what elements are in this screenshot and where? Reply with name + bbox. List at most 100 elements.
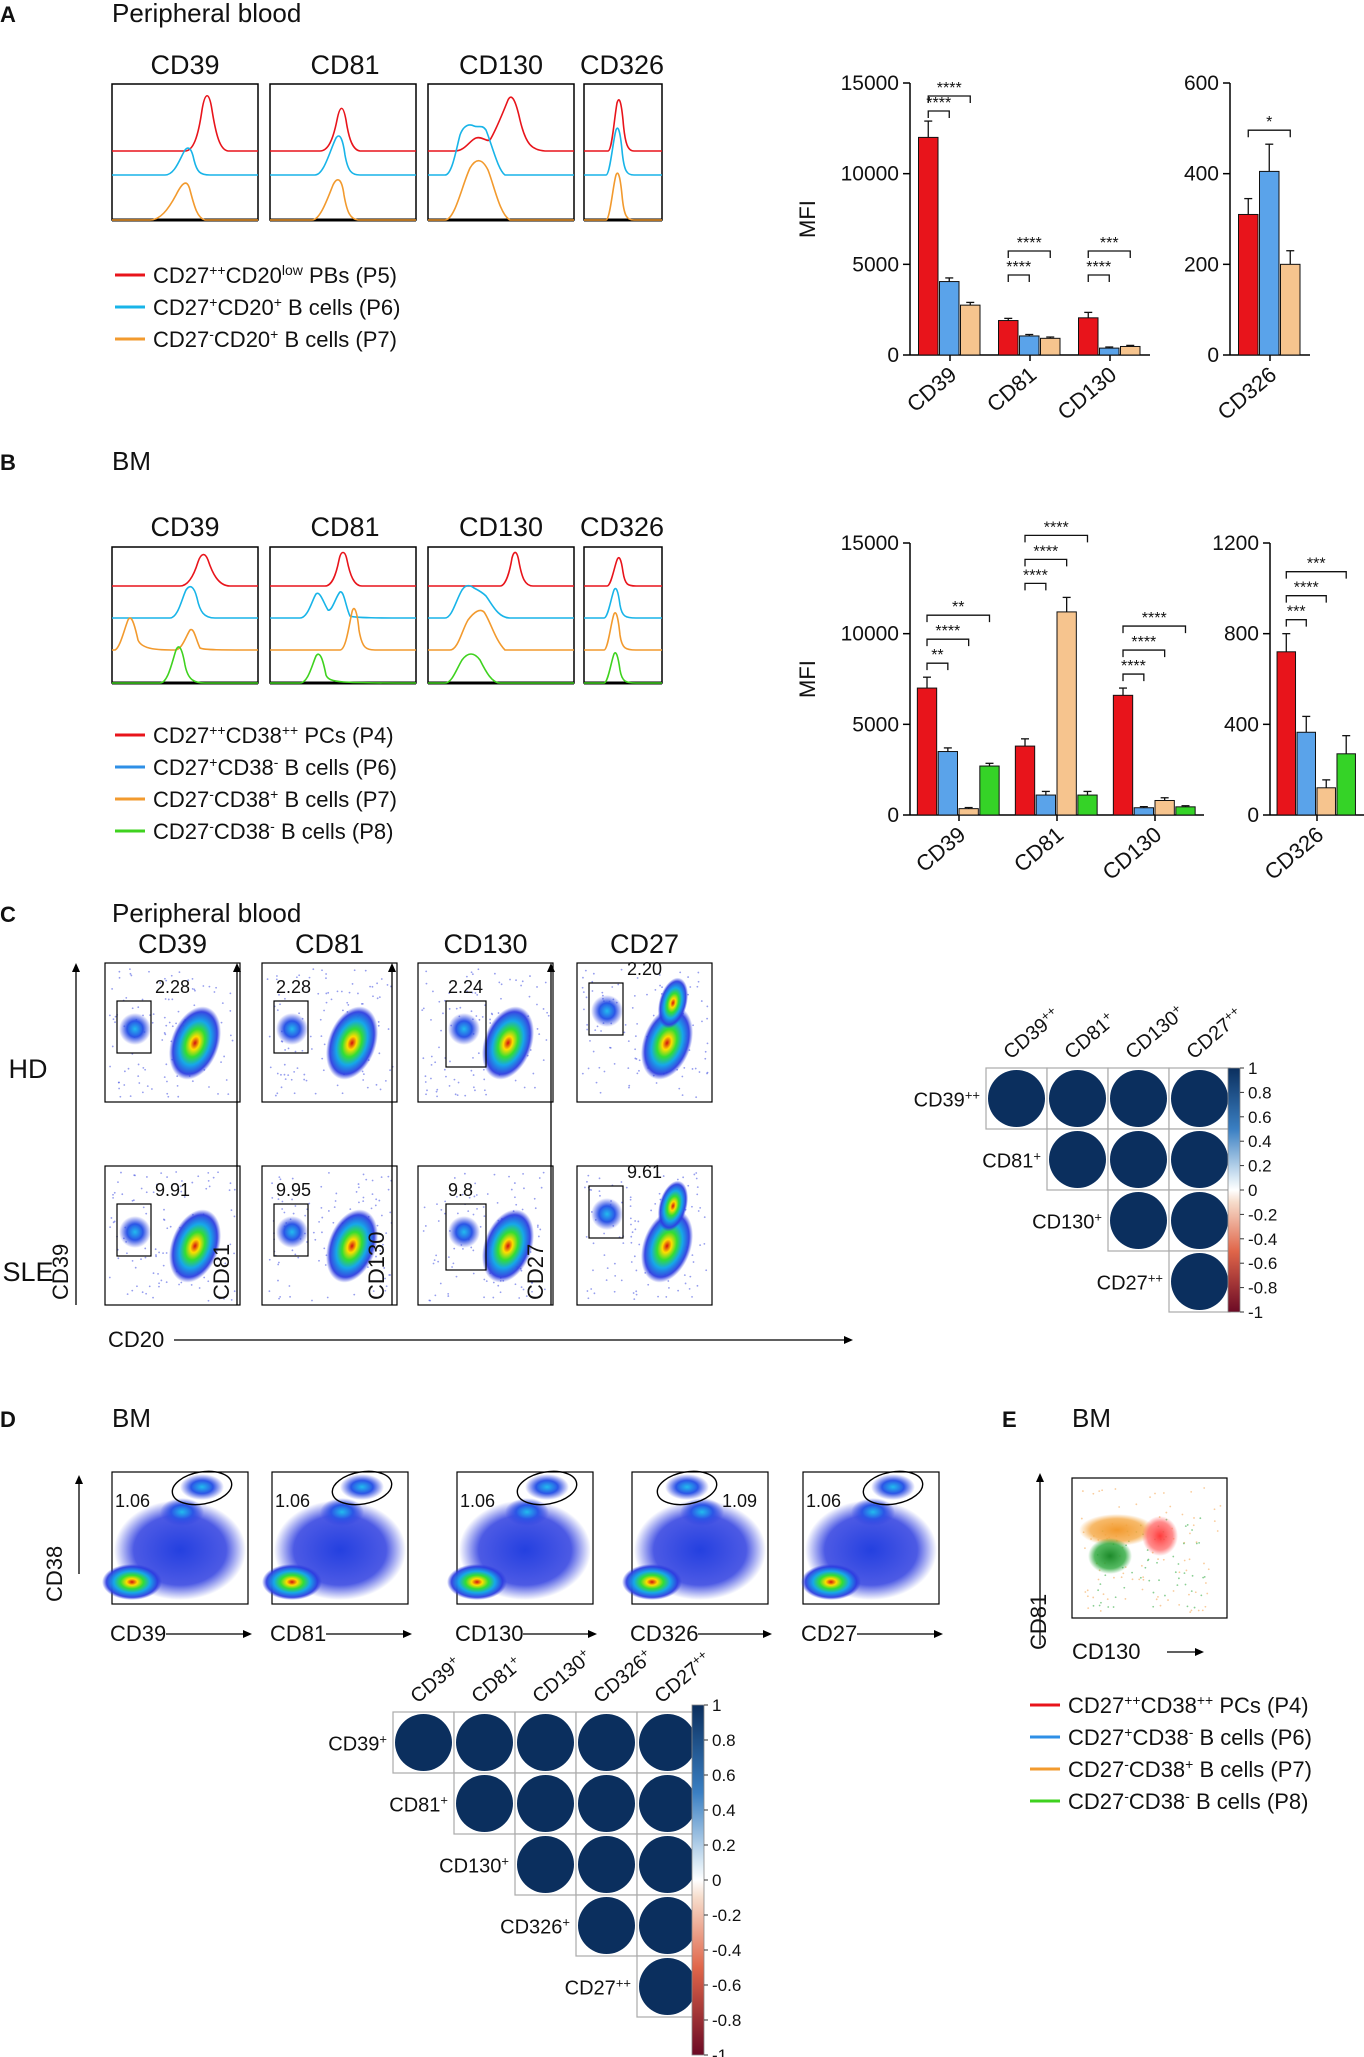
histogram-curve-p6: [112, 585, 258, 619]
row-label: CD39+: [328, 1731, 387, 1756]
histogram-curve-p6: [584, 127, 662, 176]
scatter-point: [523, 1086, 526, 1089]
scatter-point: [208, 1086, 210, 1088]
scatter-point: [384, 1079, 387, 1082]
axis-arrow-head: [233, 963, 241, 972]
scatter-point: [658, 1192, 661, 1195]
scatter-point: [592, 972, 595, 975]
scatter-point: [631, 1007, 634, 1009]
scatter-point: [1099, 1583, 1102, 1586]
histogram-title: CD39: [150, 50, 219, 80]
y-tick-label: 600: [1184, 72, 1219, 95]
scatter-point: [287, 1074, 290, 1077]
y-axis-label: MFI: [795, 200, 820, 238]
scatter-point: [605, 1279, 608, 1281]
scatter-point: [348, 991, 351, 994]
scatter-point: [221, 1002, 224, 1005]
scatter-point: [269, 1066, 272, 1069]
color-scale-label: 0: [1248, 1181, 1257, 1200]
flow-plots-peripheral-blood: CD39 CD81 CD130 CD27 HD SLE 2.28 2.28 2.24 2.20 9.…: [2, 929, 853, 1352]
y-axis-label: CD130: [364, 1232, 389, 1300]
legend-label: CD27-CD38- B cells (P8): [153, 818, 393, 844]
scatter-point: [291, 1249, 294, 1252]
scatter-point: [327, 1210, 330, 1212]
significance-label: ****: [935, 623, 960, 640]
main-population: [262, 1564, 322, 1600]
scatter-point: [175, 1171, 178, 1173]
gate-box: [588, 982, 624, 1036]
color-scale-label: 0: [712, 1871, 721, 1890]
correlation-matrix-d: CD39+ CD81+ CD130+ CD326+CD27++CD39+CD81+CD…: [328, 1644, 741, 2057]
flow-row-label: SLE: [2, 1257, 53, 1287]
histogram-cd130: CD130: [427, 512, 575, 685]
histogram-curve-p8: [270, 653, 417, 684]
bar-p5: [1238, 213, 1259, 356]
scatter-point: [1097, 1589, 1100, 1592]
scatter-point: [357, 1183, 360, 1185]
bar-p7: [1280, 263, 1301, 356]
scatter-point: [1149, 1496, 1151, 1499]
gate-ellipse: [862, 1470, 924, 1506]
scatter-point: [1113, 1576, 1115, 1579]
color-scale-label: 1: [1248, 1059, 1257, 1078]
scatter-point: [489, 1018, 491, 1021]
scatter-point: [699, 1244, 702, 1247]
scatter-point: [358, 1186, 360, 1189]
significance-bracket: [1024, 558, 1068, 567]
scatter-point: [130, 974, 133, 977]
bar-p7: [1120, 345, 1141, 356]
x-tick-label: CD81: [982, 362, 1041, 417]
scatter-point: [384, 1277, 386, 1280]
significance-bracket: [1087, 250, 1131, 258]
scatter-point: [277, 1198, 280, 1201]
scatter-point: [451, 1266, 453, 1268]
scatter-point: [598, 1066, 601, 1069]
significance-bracket: [1285, 619, 1307, 627]
scatter-point: [472, 1086, 475, 1089]
scatter-point: [1189, 1532, 1191, 1535]
scatter-point: [118, 1087, 121, 1090]
scatter-point: [1182, 1542, 1185, 1545]
histograms-bm: CD39 CD81 CD130 CD326: [111, 512, 664, 685]
scatter-point: [500, 997, 502, 1000]
row-label: CD130+: [439, 1853, 509, 1878]
panel-letter-a: A: [0, 2, 16, 27]
flow-plot: 2.28: [104, 962, 241, 1103]
scatter-point: [291, 1198, 293, 1201]
scatter-point: [177, 1010, 180, 1013]
scatter-point: [536, 1028, 539, 1030]
scatter-point: [1081, 1490, 1084, 1492]
scatter-point: [470, 1010, 473, 1013]
scatter-point: [166, 1227, 169, 1230]
scatter-point: [689, 986, 692, 988]
axis-arrow-head: [243, 1630, 252, 1638]
significance-bracket: [1007, 274, 1030, 282]
scatter-point: [629, 1217, 632, 1220]
scatter-point: [544, 981, 547, 984]
scatter-point: [166, 1080, 168, 1083]
scatter-point: [1188, 1593, 1190, 1596]
scatter-point: [1152, 1591, 1155, 1594]
scatter-point: [376, 982, 379, 985]
scatter-point: [133, 1174, 136, 1177]
scatter-point: [217, 1171, 219, 1174]
scatter-point: [600, 1030, 602, 1032]
scatter-point: [477, 968, 480, 971]
gate-percentage: 2.20: [627, 959, 662, 979]
y-tick-label: 800: [1224, 623, 1259, 646]
scatter-point: [440, 1208, 443, 1211]
scatter-point: [374, 1204, 377, 1207]
legend-label: CD27+CD38- B cells (P6): [153, 754, 397, 780]
scatter-point: [321, 1057, 324, 1060]
scatter-point: [1141, 1588, 1144, 1591]
color-scale-label: -0.8: [1248, 1279, 1277, 1298]
color-scale-label: -0.8: [712, 2011, 741, 2030]
scatter-point: [633, 1255, 636, 1258]
scatter-point: [1084, 1591, 1087, 1593]
scatter-point: [110, 1217, 113, 1219]
color-scale-label: 0.8: [1248, 1083, 1272, 1102]
scatter-point: [581, 1072, 584, 1075]
scatter-point: [539, 1228, 542, 1231]
gated-population: [276, 1013, 308, 1045]
scatter-point: [1201, 1609, 1204, 1612]
